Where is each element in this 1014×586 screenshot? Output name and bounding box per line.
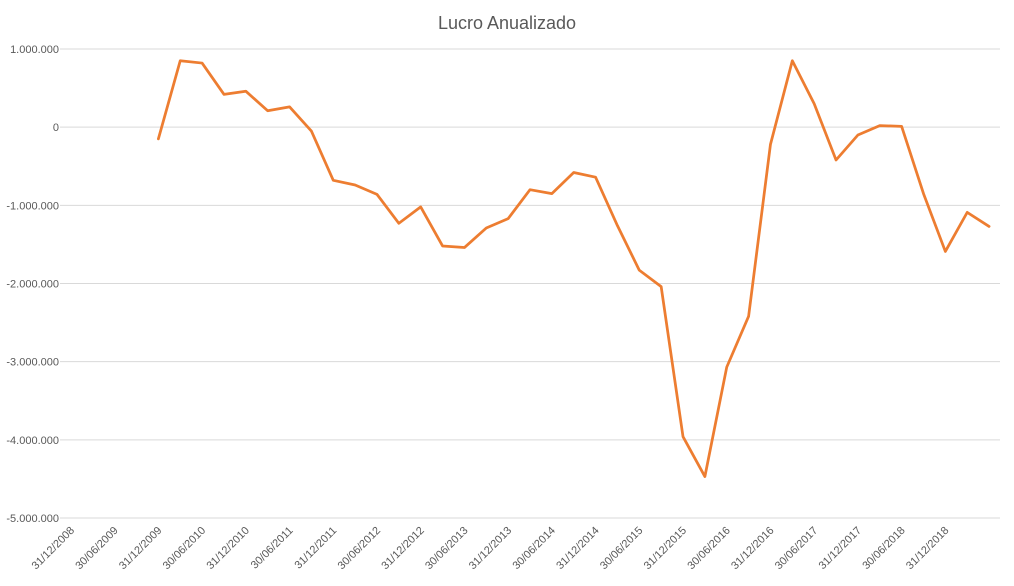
x-tick-label: 31/12/2008 xyxy=(30,525,77,572)
x-tick-label: 31/12/2009 xyxy=(117,525,164,572)
y-axis-tick-labels: 1.000.000 0 -1.000.000 -2.000.000 -3.000.000… xyxy=(6,44,59,525)
x-tick-label: 31/12/2013 xyxy=(467,525,514,572)
x-tick-label: 30/06/2009 xyxy=(73,525,120,572)
series-layer xyxy=(156,59,991,478)
y-tick-label: 0 xyxy=(53,122,59,134)
x-tick-label: 30/06/2017 xyxy=(773,525,820,572)
x-tick-label: 31/12/2015 xyxy=(642,525,689,572)
series-line xyxy=(156,59,991,478)
x-tick-label: 31/12/2018 xyxy=(904,525,951,572)
x-tick-label: 30/06/2012 xyxy=(336,525,383,572)
chart-title: Lucro Anualizado xyxy=(438,13,576,33)
x-tick-label: 30/06/2013 xyxy=(423,525,470,572)
x-tick-label: 30/06/2010 xyxy=(161,525,208,572)
x-tick-label: 30/06/2011 xyxy=(249,525,296,572)
x-tick-label: 31/12/2011 xyxy=(293,525,340,572)
x-tick-label: 30/06/2014 xyxy=(511,525,558,572)
x-tick-label: 30/06/2016 xyxy=(685,525,732,572)
x-tick-label: 31/12/2010 xyxy=(205,525,252,572)
y-tick-label: 1.000.000 xyxy=(10,44,59,56)
x-tick-label: 31/12/2016 xyxy=(729,525,776,572)
x-tick-label: 30/06/2015 xyxy=(598,525,645,572)
y-tick-label: -2.000.000 xyxy=(6,279,59,291)
x-tick-label: 31/12/2017 xyxy=(817,525,864,572)
x-tick-label: 30/06/2018 xyxy=(860,525,907,572)
y-tick-label: -4.000.000 xyxy=(6,435,59,447)
x-tick-label: 31/12/2012 xyxy=(379,525,426,572)
y-tick-label: -1.000.000 xyxy=(6,200,59,212)
y-tick-label: -5.000.000 xyxy=(6,513,59,525)
x-tick-label: 31/12/2014 xyxy=(554,525,601,572)
y-tick-label: -3.000.000 xyxy=(6,357,59,369)
x-axis-tick-labels: 31/12/200830/06/200931/12/200930/06/2010… xyxy=(30,525,952,572)
gridlines xyxy=(60,48,1000,519)
